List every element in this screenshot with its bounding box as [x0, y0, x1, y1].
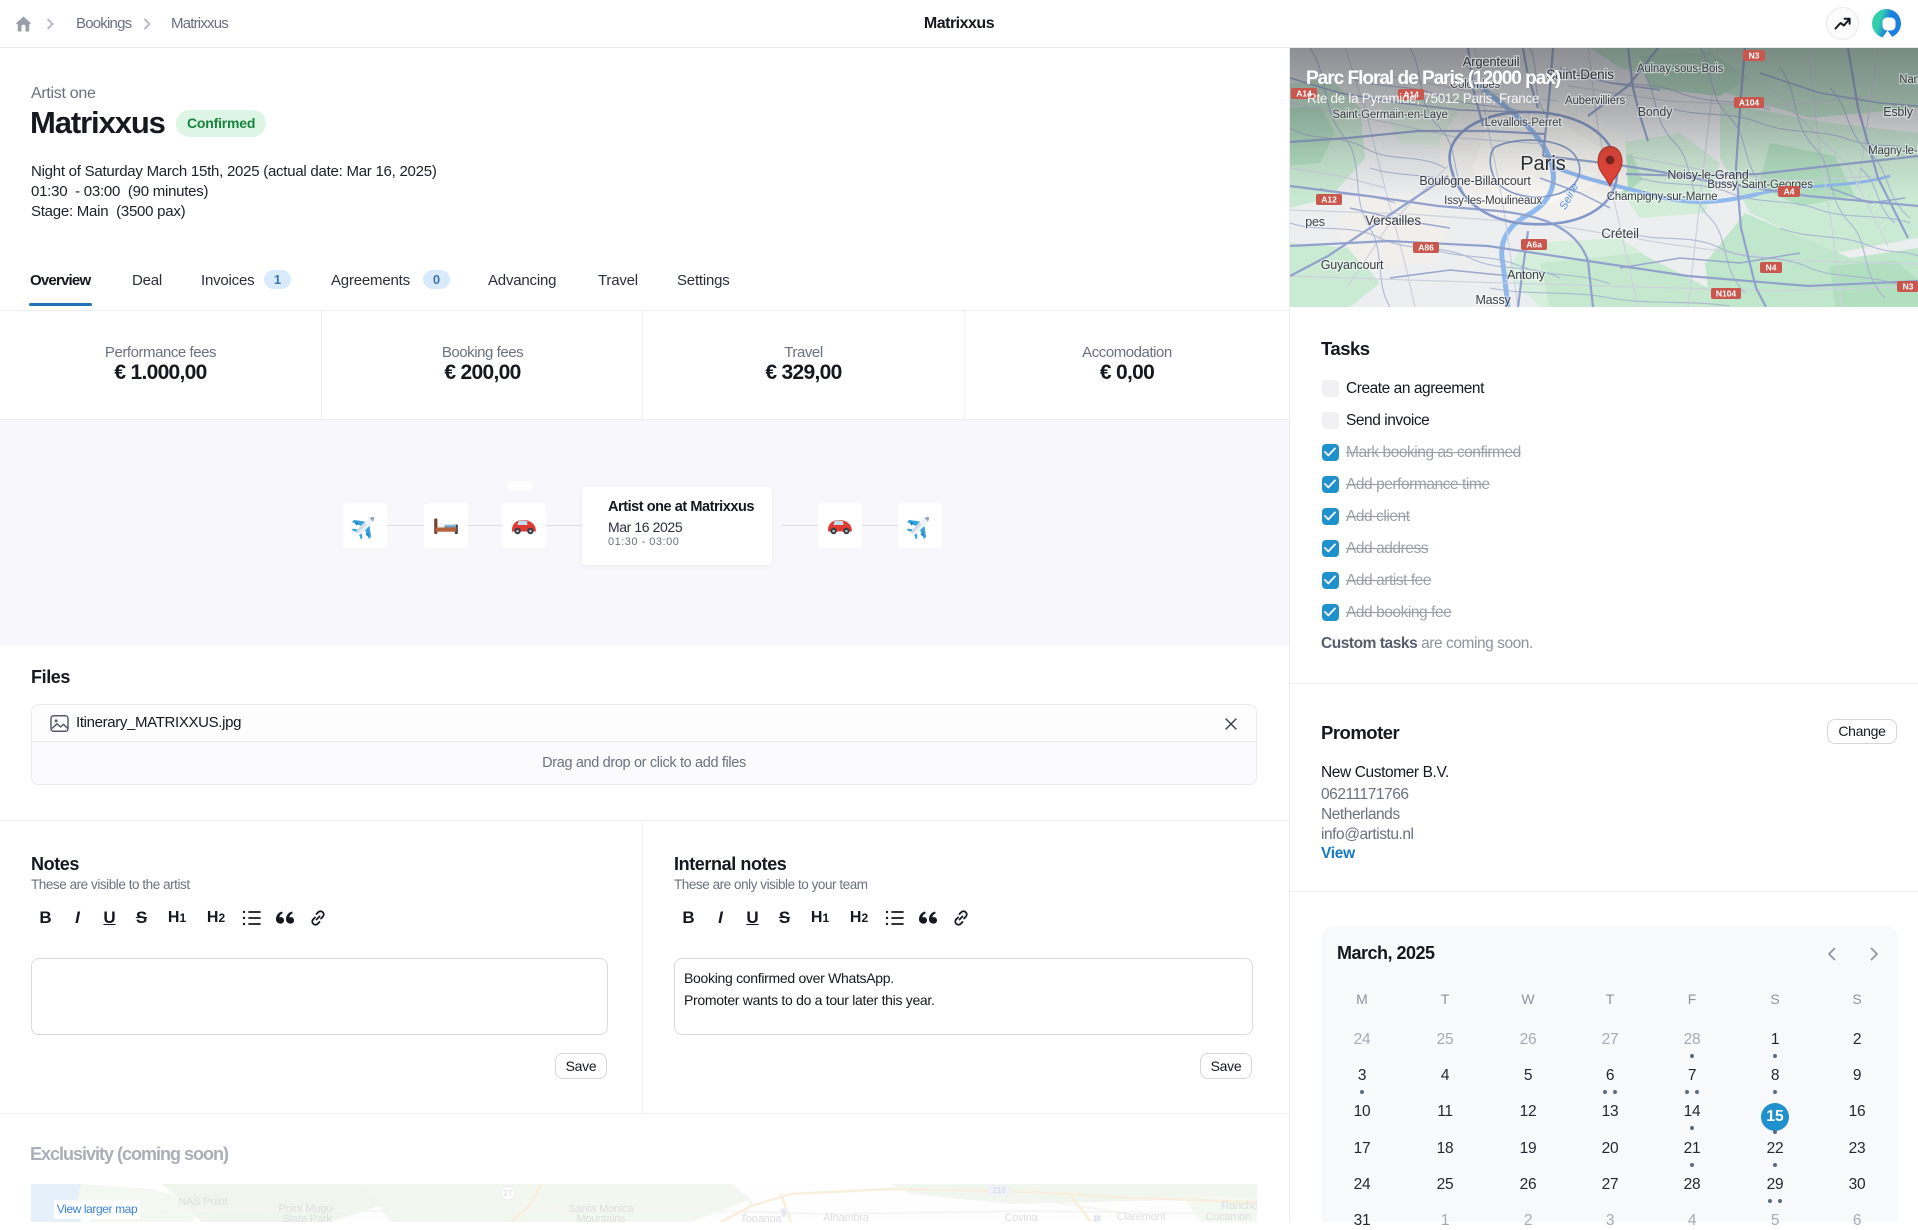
svg-text:Covina: Covina: [1004, 1212, 1038, 1222]
svg-text:Argenteuil: Argenteuil: [1463, 54, 1520, 69]
svg-text:Colombes: Colombes: [1450, 79, 1501, 91]
svg-text:Issy-les-Moulineaux: Issy-les-Moulineaux: [1444, 195, 1542, 207]
svg-text:N4: N4: [1766, 263, 1777, 273]
svg-text:Versailles: Versailles: [1365, 213, 1421, 228]
svg-text:N104: N104: [1716, 289, 1737, 299]
svg-text:Aulnay-sous-Bois: Aulnay-sous-Bois: [1637, 63, 1724, 75]
svg-text:Antony: Antony: [1507, 268, 1546, 282]
svg-text:N3: N3: [1749, 51, 1760, 61]
svg-text:Topanga: Topanga: [741, 1213, 783, 1222]
svg-text:Saint-Denis: Saint-Denis: [1546, 67, 1614, 82]
svg-text:Santa Monica: Santa Monica: [569, 1203, 635, 1215]
svg-text:A6a: A6a: [1526, 240, 1542, 250]
svg-text:27: 27: [504, 1189, 513, 1198]
svg-text:A14: A14: [1296, 89, 1312, 99]
svg-text:Point Mugu-: Point Mugu-: [278, 1203, 336, 1215]
svg-text:10: 10: [1093, 1216, 1101, 1222]
svg-text:A12: A12: [1321, 195, 1337, 205]
svg-text:Rancho: Rancho: [1221, 1200, 1257, 1212]
svg-text:View larger map: View larger map: [57, 1202, 138, 1216]
svg-text:Mountains: Mountains: [577, 1213, 627, 1222]
svg-text:A86: A86: [1418, 243, 1434, 253]
svg-text:A14: A14: [1403, 90, 1419, 100]
svg-text:Claremont: Claremont: [1117, 1211, 1166, 1222]
svg-text:NAS Point: NAS Point: [179, 1196, 228, 1208]
svg-text:pes: pes: [1305, 215, 1325, 229]
svg-text:5: 5: [782, 1210, 786, 1217]
svg-text:Noisy-le-Grand: Noisy-le-Grand: [1667, 168, 1748, 182]
svg-text:Boulogne-Billancourt: Boulogne-Billancourt: [1419, 174, 1531, 188]
svg-text:Champigny-sur-Marne: Champigny-sur-Marne: [1607, 191, 1718, 203]
svg-text:Magny-le-Hongr: Magny-le-Hongr: [1868, 145, 1918, 157]
svg-text:Rte de la Pyramide, 75012 Pari: Rte de la Pyramide, 75012 Paris, France: [1307, 91, 1539, 106]
svg-text:210: 210: [992, 1186, 1006, 1195]
svg-text:A4: A4: [1784, 187, 1795, 197]
svg-text:Saint-Germain-en-Laye: Saint-Germain-en-Laye: [1332, 109, 1447, 121]
svg-text:Bondy: Bondy: [1638, 105, 1673, 119]
svg-text:Alhambra: Alhambra: [823, 1212, 870, 1222]
svg-text:A104: A104: [1739, 98, 1760, 108]
svg-text:State Park: State Park: [282, 1213, 332, 1222]
svg-text:Esbly: Esbly: [1883, 105, 1914, 119]
svg-text:Créteil: Créteil: [1601, 226, 1639, 241]
svg-text:N3: N3: [1903, 282, 1914, 292]
svg-text:Aubervilliers: Aubervilliers: [1565, 95, 1625, 107]
svg-text:Parc Floral de Paris (12000 pa: Parc Floral de Paris (12000 pax): [1306, 68, 1561, 89]
svg-text:Cucamon: Cucamon: [1205, 1211, 1251, 1222]
svg-text:Paris: Paris: [1520, 153, 1566, 175]
svg-text:Levallois-Perret: Levallois-Perret: [1485, 117, 1563, 129]
svg-text:Nant: Nant: [1899, 74, 1918, 86]
svg-text:Guyancourt: Guyancourt: [1321, 258, 1384, 272]
svg-text:Massy: Massy: [1475, 293, 1511, 307]
